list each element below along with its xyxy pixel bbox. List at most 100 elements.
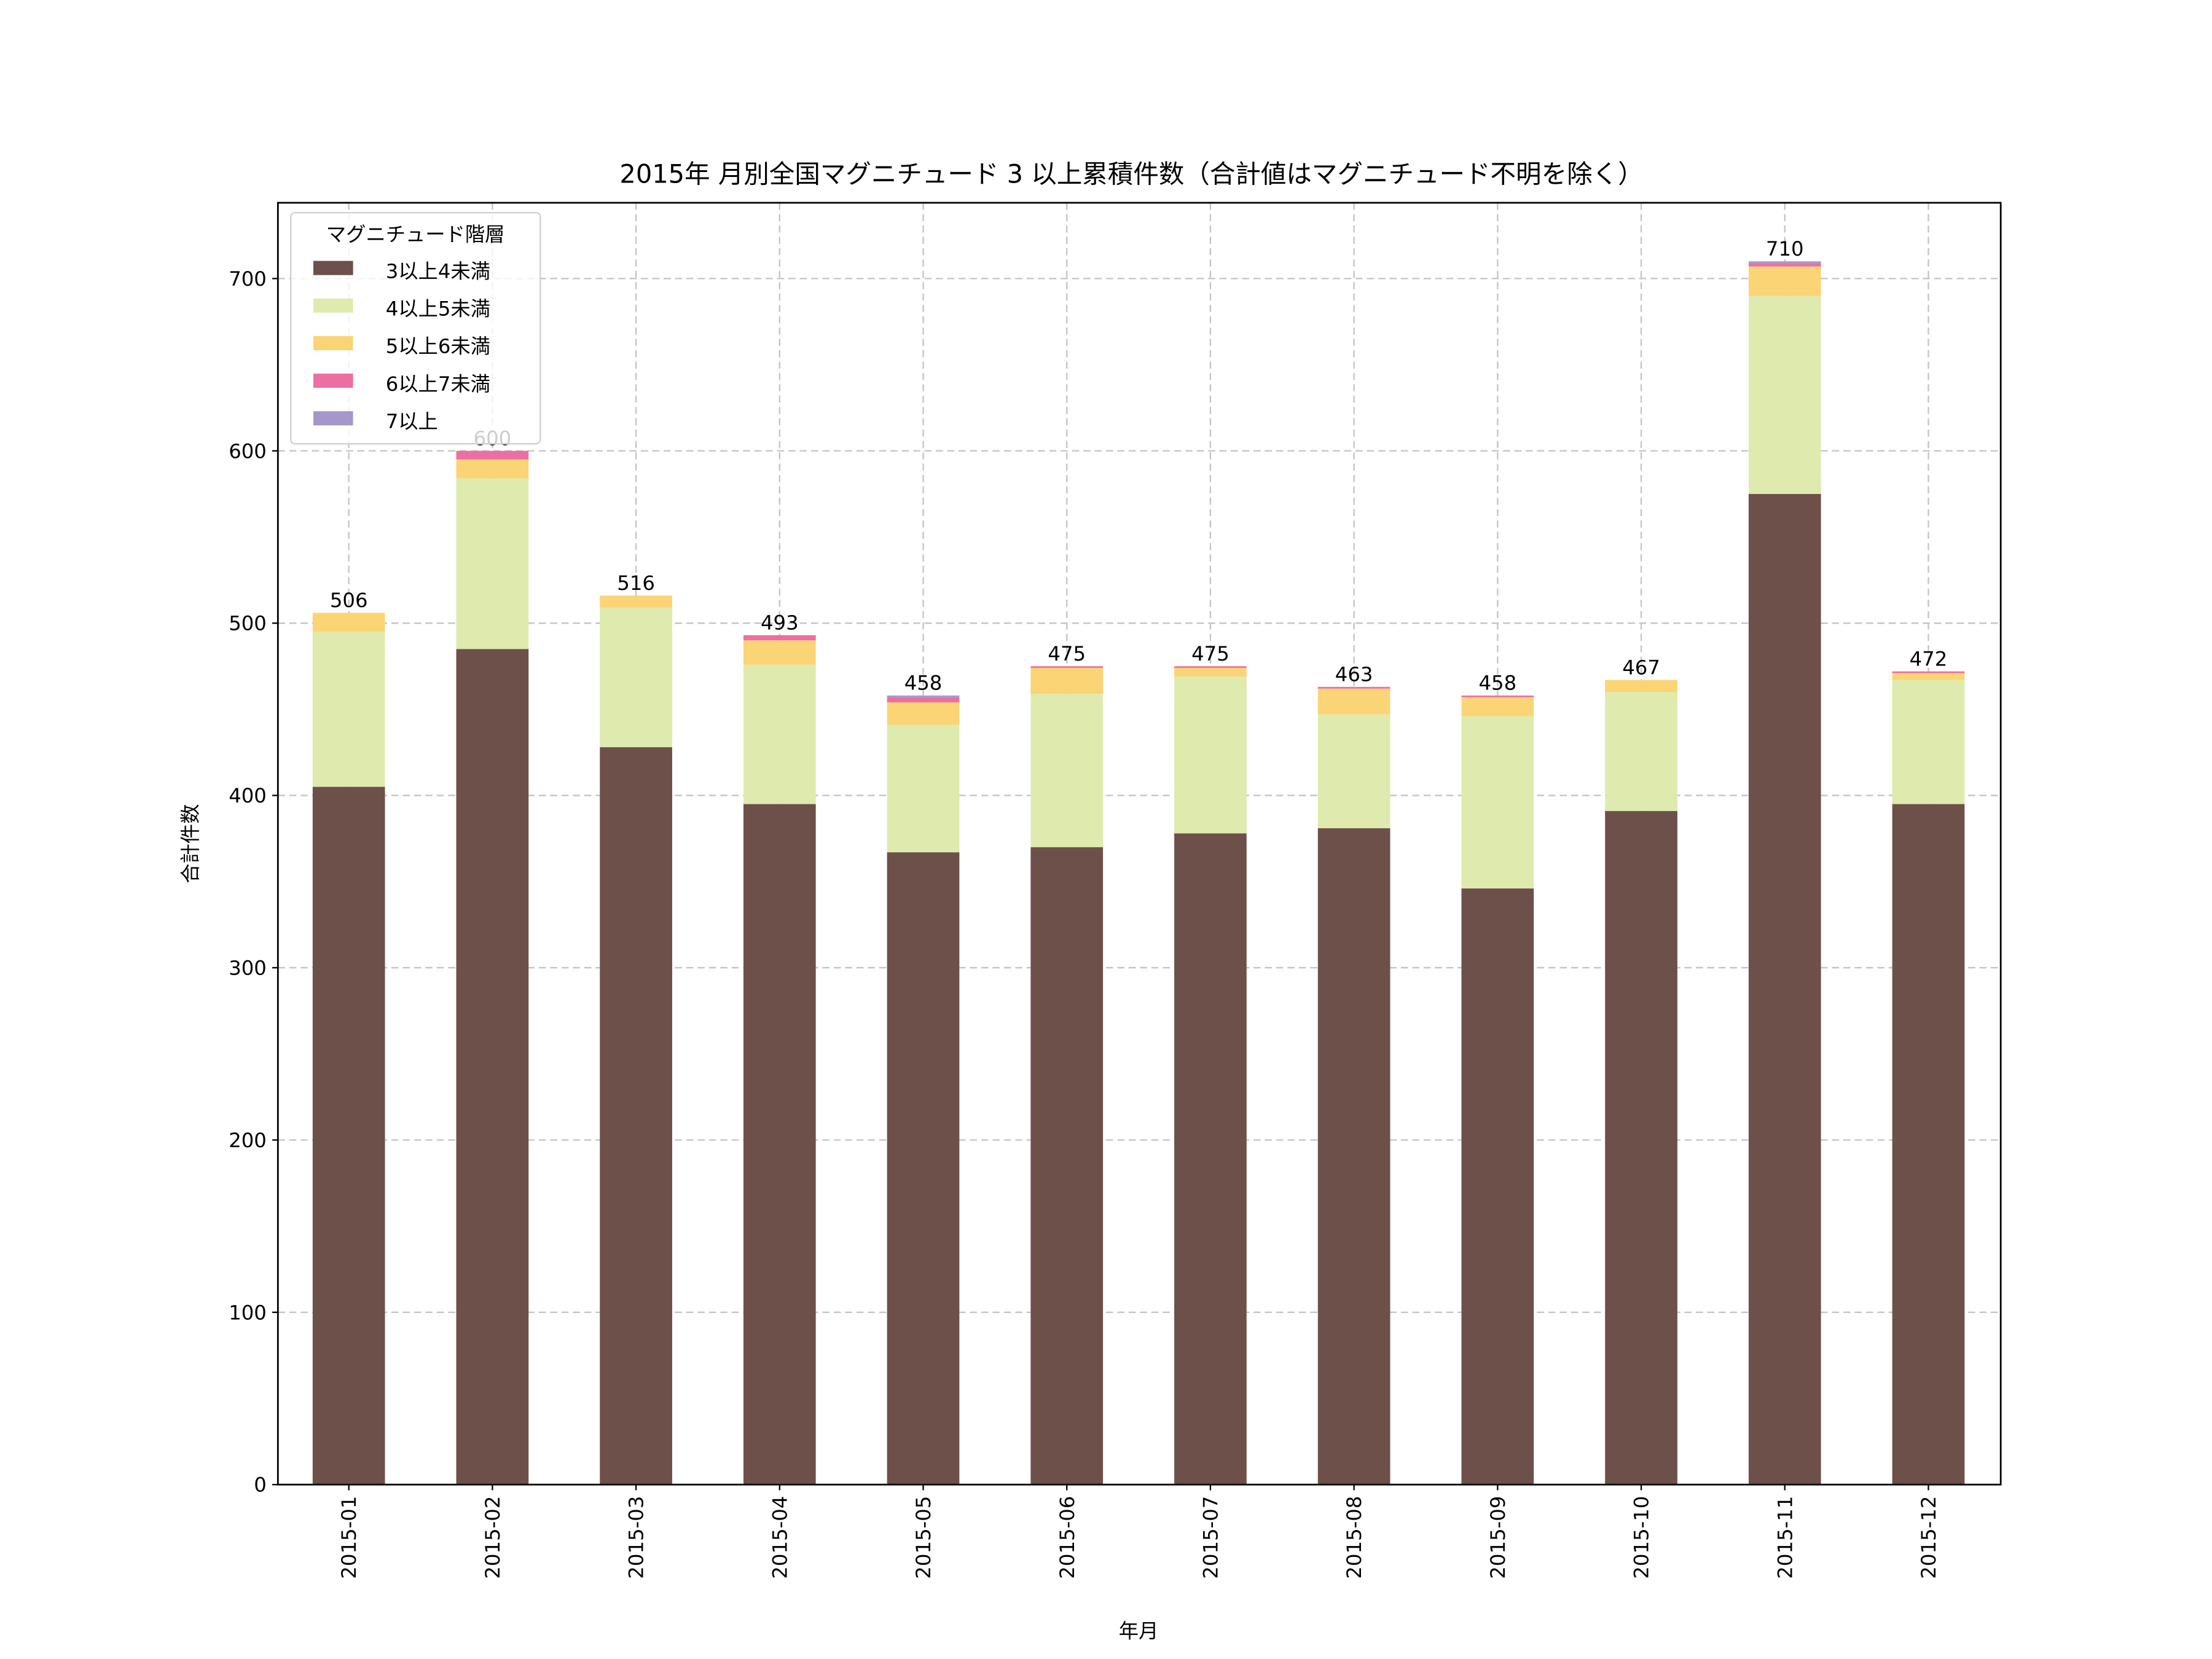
legend-label: 7以上 <box>386 410 438 433</box>
bar-segment <box>887 702 960 725</box>
bar-segment <box>600 595 672 608</box>
bar-labels: 506600516493458475475463458467710472 <box>330 237 1947 695</box>
x-tick-label: 2015-03 <box>625 1496 648 1579</box>
x-axis-label: 年月 <box>1119 1619 1159 1642</box>
y-tick-label: 700 <box>229 267 267 291</box>
legend-title: マグニチュード階層 <box>326 222 505 246</box>
bar-segment <box>887 724 960 853</box>
bar-total-label: 458 <box>1479 672 1517 695</box>
legend-box <box>289 211 541 445</box>
plot-frame <box>276 202 2002 1486</box>
bar-total-label: 467 <box>1622 656 1660 679</box>
y-tick-label: 100 <box>229 1301 267 1324</box>
bar-segment <box>1748 296 1821 494</box>
bar-segment <box>1317 688 1390 715</box>
legend-item: 5以上6未満 <box>313 335 490 358</box>
x-tick-label: 2015-11 <box>1773 1496 1797 1579</box>
bar-total-label: 493 <box>761 611 799 635</box>
legend-item: 6以上7未満 <box>313 372 490 396</box>
bar-segment <box>1892 673 1965 680</box>
bar-total-label: 516 <box>617 571 655 595</box>
bar-segment <box>456 649 529 1485</box>
bar-segment <box>1748 266 1821 296</box>
x-tick-label: 2015-09 <box>1486 1496 1510 1579</box>
bar-segment <box>1461 716 1534 888</box>
bar-segment <box>1748 493 1821 1485</box>
x-tick-label: 2015-10 <box>1630 1496 1653 1579</box>
y-tick-label: 400 <box>229 784 267 807</box>
bar-segment <box>1461 695 1534 697</box>
bar-segment <box>1174 833 1247 1485</box>
bar-segment <box>1317 686 1390 689</box>
bar-segment <box>1317 828 1390 1485</box>
bar-segment <box>887 697 960 703</box>
bar-segment <box>1461 888 1534 1485</box>
bar-segment <box>1461 697 1534 716</box>
bar-segment <box>1748 263 1821 267</box>
bar-segment <box>743 635 816 641</box>
bar-segment <box>456 450 529 460</box>
bar-total-label: 475 <box>1048 642 1086 665</box>
bar-segment <box>887 852 960 1485</box>
y-axis: 0 100 200 300 400 500 600 700 <box>229 267 278 1497</box>
bar-segment <box>743 664 816 804</box>
x-tick-label: 2015-07 <box>1199 1496 1222 1579</box>
legend-swatch <box>313 261 353 275</box>
bar-total-label: 458 <box>904 672 943 695</box>
bar-segment <box>1030 847 1104 1485</box>
bar-segment <box>312 632 385 787</box>
bar-segment <box>456 459 529 479</box>
bar-segment <box>1605 810 1677 1485</box>
bar-total-label: 475 <box>1191 642 1230 665</box>
x-tick-label: 2015-02 <box>481 1496 504 1579</box>
bar-total-label: 463 <box>1335 663 1373 686</box>
y-axis-label: 合計件数 <box>179 804 202 883</box>
legend-swatch <box>313 374 353 388</box>
y-tick-label: 0 <box>254 1473 267 1497</box>
bar-segment <box>1030 666 1104 669</box>
bar-segment <box>1030 668 1104 694</box>
bar-segment <box>743 640 816 665</box>
y-tick-label: 200 <box>229 1129 267 1152</box>
bar-segment <box>600 607 672 748</box>
x-tick-label: 2015-12 <box>1917 1496 1940 1579</box>
legend: マグニチュード階層 3以上4未満 4以上5未満 5以上6未満 6以上7未満 7以上 <box>289 211 541 445</box>
x-tick-label: 2015-04 <box>768 1496 791 1579</box>
legend-item: 3以上4未満 <box>313 259 490 283</box>
bar-segment <box>1605 692 1677 811</box>
chart-title: 2015年 月別全国マグニチュード 3 以上累積件数（合計値はマグニチュード不明… <box>619 159 1643 189</box>
y-tick-label: 500 <box>229 612 267 635</box>
y-tick-label: 600 <box>229 439 267 463</box>
x-tick-label: 2015-06 <box>1056 1496 1079 1579</box>
bar-segment <box>887 695 960 697</box>
y-tick-label: 300 <box>229 957 267 980</box>
x-tick-label: 2015-05 <box>912 1496 935 1579</box>
bar-total-label: 710 <box>1766 237 1804 261</box>
bar-segment <box>1748 261 1821 264</box>
legend-label: 6以上7未満 <box>386 372 490 396</box>
bar-segment <box>600 747 672 1485</box>
legend-swatch <box>313 411 353 426</box>
legend-swatch <box>313 298 353 313</box>
bar-segment <box>312 613 385 632</box>
bar-segment <box>743 804 816 1485</box>
bar-segment <box>456 478 529 649</box>
bar-segment <box>1174 668 1247 677</box>
bar-total-label: 472 <box>1910 647 1948 670</box>
legend-label: 5以上6未満 <box>386 335 490 358</box>
legend-label: 4以上5未満 <box>386 297 490 320</box>
bar-segment <box>312 786 385 1485</box>
legend-label: 3以上4未満 <box>386 259 490 283</box>
bar-segment <box>1892 804 1965 1485</box>
bar-total-label: 506 <box>330 589 368 612</box>
bar-segment <box>1174 666 1247 669</box>
legend-item: 4以上5未満 <box>313 297 490 320</box>
bar-segment <box>1605 680 1677 692</box>
bar-segment <box>1892 680 1965 804</box>
legend-item: 7以上 <box>313 410 438 433</box>
x-axis: 2015-01 2015-02 2015-03 2015-04 2015-05 2015-… <box>337 1484 1940 1579</box>
bars <box>312 261 1965 1485</box>
bar-segment <box>1174 677 1247 834</box>
x-tick-label: 2015-01 <box>337 1496 361 1579</box>
